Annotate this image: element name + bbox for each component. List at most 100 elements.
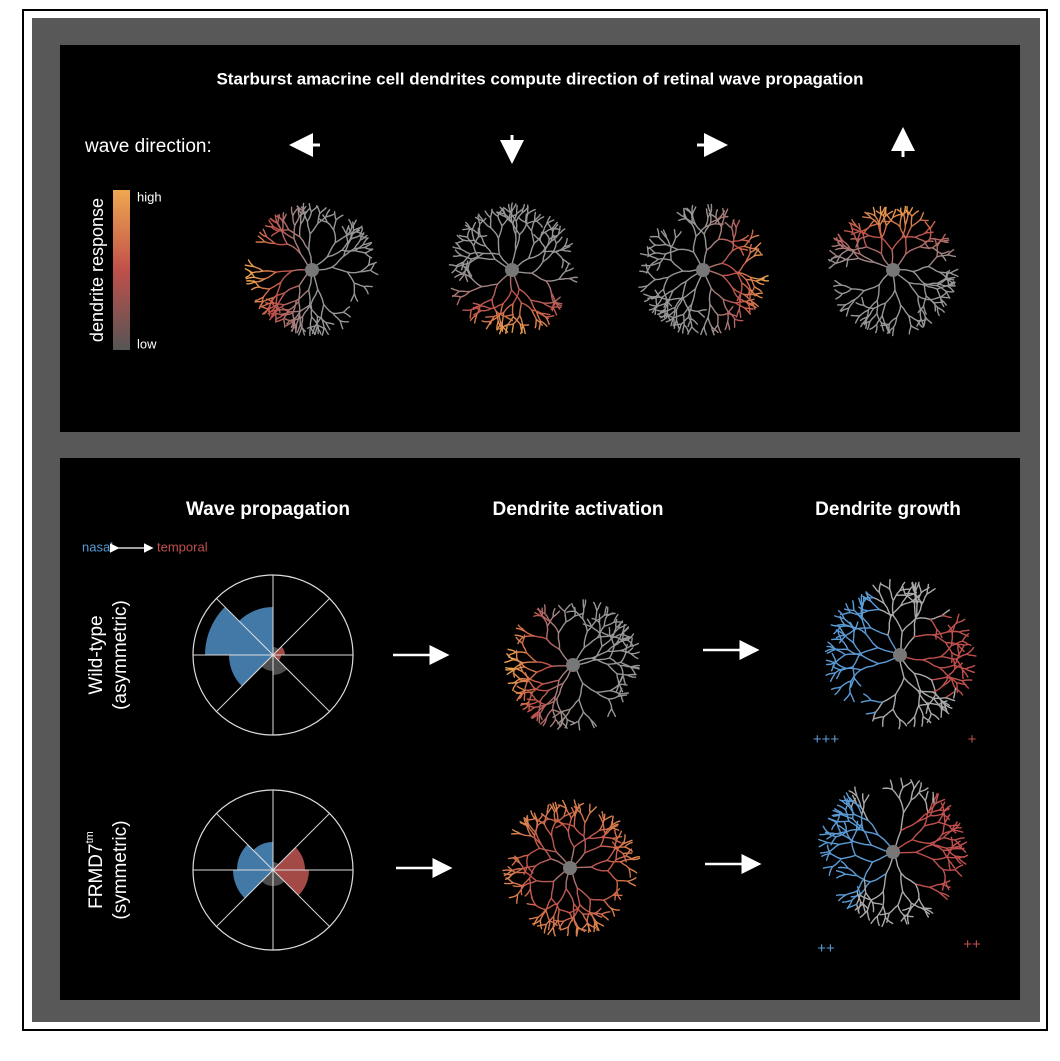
dendrite: [906, 238, 907, 254]
dendrite: [883, 221, 891, 222]
row-label-sup: tm: [84, 831, 96, 843]
dendrite: [584, 822, 585, 836]
row-label: Wild-type: [86, 615, 107, 694]
row-label-main: FRMD7: [86, 843, 107, 908]
dendrite: [463, 229, 471, 230]
dendrite: [656, 297, 657, 305]
dendrite: [547, 626, 548, 639]
soma: [696, 263, 710, 277]
dendrite: [599, 623, 600, 634]
dendrite: [877, 301, 878, 314]
dendrite: [749, 290, 750, 298]
dendrite: [568, 927, 569, 936]
dendrite: [503, 870, 512, 871]
dendrite: [520, 680, 528, 681]
dendrite: [483, 253, 499, 254]
colorbar: [113, 190, 130, 350]
dendrite: [294, 226, 295, 239]
row-sublabel: (symmetric): [110, 820, 131, 919]
wave-direction-label: wave direction:: [84, 136, 212, 157]
dendrite: [925, 241, 933, 242]
dendrite: [607, 651, 620, 652]
dendrite: [290, 311, 300, 312]
dendrite: [920, 309, 921, 319]
dendrite: [845, 654, 860, 655]
dendrite: [962, 680, 972, 681]
dendrite: [508, 683, 516, 684]
dendrite: [521, 886, 522, 895]
colorbar-label: dendrite response: [87, 198, 107, 342]
dendrite: [947, 278, 955, 279]
dendrite: [553, 307, 561, 308]
header: Wave propagation: [186, 499, 350, 520]
dendrite: [861, 595, 862, 605]
dendrite: [866, 320, 867, 328]
growth-mark: +: [968, 731, 977, 748]
dendrite: [513, 886, 522, 887]
dendrite: [918, 320, 926, 321]
dendrite: [543, 251, 556, 252]
header: Dendrite growth: [815, 499, 961, 520]
dendrite: [505, 883, 514, 884]
dendrite: [948, 631, 960, 632]
temporal-label: temporal: [157, 539, 208, 554]
soma: [886, 845, 900, 859]
growth-mark: +++: [813, 731, 840, 748]
dendrite: [590, 899, 604, 900]
dendrite: [901, 208, 902, 216]
growth-mark: ++: [963, 936, 981, 953]
dendrite: [683, 315, 684, 325]
dendrite: [517, 895, 518, 904]
dendrite: [555, 920, 564, 921]
dendrite: [962, 669, 963, 679]
dendrite: [933, 795, 934, 804]
dendrite: [464, 240, 474, 241]
dendrite: [479, 224, 480, 234]
colorbar-high: high: [137, 189, 162, 204]
dendrite: [925, 232, 933, 233]
soma: [566, 658, 580, 672]
dendrite: [957, 683, 958, 693]
dendrite: [520, 324, 528, 325]
dendrite: [617, 881, 628, 882]
dendrite: [945, 279, 953, 280]
dendrite: [588, 924, 589, 933]
dendrite: [302, 317, 303, 327]
dendrite: [940, 297, 948, 298]
dendrite: [310, 327, 311, 335]
dendrite: [607, 607, 608, 615]
dendrite: [486, 316, 494, 317]
dendrite: [657, 310, 665, 311]
dendrite: [832, 639, 841, 640]
dendrite: [498, 238, 499, 254]
dendrite: [674, 318, 675, 326]
dendrite: [853, 631, 854, 643]
dendrite: [609, 628, 610, 636]
dendrite: [914, 717, 915, 726]
dendrite: [574, 816, 575, 827]
dendrite: [958, 644, 968, 645]
dendrite: [881, 237, 882, 253]
soma: [893, 648, 907, 662]
dendrite: [620, 693, 628, 694]
dendrite: [529, 702, 530, 710]
title: Starburst amacrine cell dendrites comput…: [216, 69, 863, 88]
dendrite: [311, 304, 312, 317]
row-sublabel: (asymmetric): [110, 600, 131, 710]
dendrite: [482, 321, 490, 322]
dendrite: [650, 237, 658, 238]
dendrite: [843, 814, 855, 815]
soma: [563, 861, 577, 875]
dendrite: [893, 601, 894, 616]
dendrite: [911, 216, 912, 226]
colorbar-low: low: [137, 336, 157, 351]
soma: [886, 263, 900, 277]
dendrite: [590, 899, 591, 913]
dendrite: [276, 314, 277, 322]
dendrite: [614, 847, 625, 848]
dendrite: [534, 616, 542, 617]
nasal-label: nasal: [82, 539, 113, 554]
soma: [505, 263, 519, 277]
dendrite: [509, 858, 518, 859]
dendrite: [511, 211, 512, 221]
